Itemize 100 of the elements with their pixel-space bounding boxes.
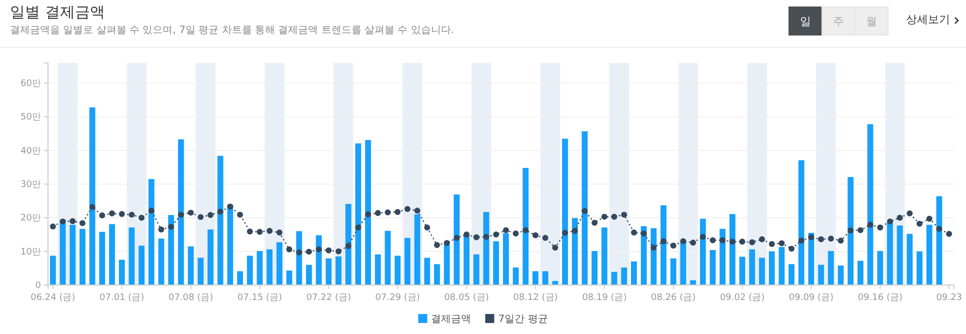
- bar: [739, 256, 746, 285]
- bar: [178, 139, 184, 285]
- bar: [572, 218, 578, 285]
- bar: [384, 230, 391, 285]
- chart-subtitle: 결제금액을 일별로 살펴볼 수 있으며, 7일 평균 차트를 통해 결제금액 트렌드를 살펴볼 수 있습니다.: [10, 25, 454, 36]
- bar: [89, 107, 96, 285]
- bar: [532, 271, 538, 285]
- legend-label: 결제금액: [431, 314, 472, 325]
- bar: [710, 250, 716, 285]
- y-tick-label: 60만: [20, 79, 41, 90]
- bar: [592, 251, 598, 285]
- bar: [877, 251, 884, 285]
- bar: [916, 251, 922, 285]
- x-tick-label: 09.16 (금): [858, 293, 902, 304]
- bar: [208, 230, 214, 285]
- x-tick-label: 09.23: [936, 293, 962, 304]
- bar: [798, 160, 804, 285]
- bar: [720, 228, 726, 285]
- y-tick-label: 40만: [20, 146, 41, 156]
- x-tick-label: 07.01 (금): [100, 293, 144, 304]
- x-tick-label: 07.22 (금): [306, 293, 351, 304]
- bar: [838, 265, 844, 285]
- bar: [660, 205, 666, 285]
- bar: [700, 218, 706, 285]
- bar: [522, 168, 529, 285]
- bar: [276, 242, 282, 285]
- bar: [483, 212, 490, 285]
- x-tick-label: 08.19 (금): [582, 293, 627, 304]
- y-tick-label: 10만: [20, 247, 41, 258]
- toggle-button: 주: [822, 6, 856, 36]
- bar: [148, 179, 154, 285]
- bar: [542, 271, 548, 285]
- bar: [198, 258, 204, 285]
- bar: [670, 258, 676, 285]
- bar: [621, 268, 628, 285]
- x-tick-label: 08.12 (금): [513, 293, 558, 304]
- x-tick-label: 09.09 (금): [788, 293, 834, 304]
- bar: [306, 264, 312, 285]
- bar: [316, 235, 322, 285]
- bar: [650, 228, 657, 285]
- bar: [50, 256, 56, 285]
- bar: [326, 258, 332, 285]
- chart-title: 일별 결제금액: [10, 3, 105, 21]
- bar: [217, 156, 224, 285]
- bar: [848, 177, 854, 285]
- bar: [906, 234, 913, 285]
- bar: [828, 251, 834, 285]
- bar: [365, 140, 372, 285]
- bar: [749, 249, 756, 285]
- y-tick-label: 0: [35, 280, 42, 291]
- bar: [424, 258, 430, 285]
- bar: [168, 215, 174, 285]
- bar: [109, 224, 115, 285]
- bar: [768, 251, 775, 285]
- x-tick-label: 09.02 (금): [720, 293, 765, 304]
- text: 상세보기: [906, 13, 950, 26]
- bar: [936, 196, 942, 285]
- bar: [188, 246, 194, 285]
- bar: [128, 227, 135, 285]
- bar: [434, 264, 440, 285]
- x-tick-label: 08.05 (금): [444, 293, 489, 304]
- bar: [867, 124, 874, 285]
- bar: [118, 260, 125, 285]
- bar: [818, 264, 824, 285]
- bar: [256, 251, 263, 285]
- bar: [444, 242, 450, 285]
- y-tick-label: 20만: [20, 214, 41, 224]
- bar: [355, 143, 362, 285]
- bar: [562, 138, 568, 285]
- toggle-button: 월: [854, 6, 888, 36]
- bar: [788, 264, 794, 285]
- bar: [601, 227, 608, 285]
- legend-label: 7일간 평균: [498, 314, 548, 325]
- x-tick-label: 07.08 (금): [168, 293, 214, 304]
- bar: [345, 204, 352, 285]
- bar: [138, 246, 145, 285]
- bar: [158, 238, 164, 285]
- bar: [286, 270, 292, 285]
- bar: [246, 256, 253, 285]
- bar: [266, 249, 273, 285]
- bar: [404, 238, 410, 285]
- bar: [493, 241, 500, 285]
- bar: [926, 224, 932, 285]
- bar: [374, 254, 381, 285]
- bar: [296, 231, 302, 285]
- bar: [896, 225, 903, 285]
- x-tick-label: 07.29 (금): [375, 293, 420, 304]
- bar: [227, 204, 234, 285]
- bar: [237, 271, 243, 285]
- y-tick-label: 30만: [20, 180, 41, 190]
- bar: [473, 254, 480, 285]
- bar: [512, 268, 519, 285]
- bar: [582, 131, 588, 285]
- bar: [80, 228, 86, 285]
- bar: [857, 260, 864, 285]
- bar: [630, 261, 637, 285]
- bar: [336, 256, 342, 285]
- bar: [454, 194, 460, 285]
- x-tick-label: 06.24 (금): [30, 293, 76, 304]
- selected-toggle-button: 일: [788, 6, 822, 36]
